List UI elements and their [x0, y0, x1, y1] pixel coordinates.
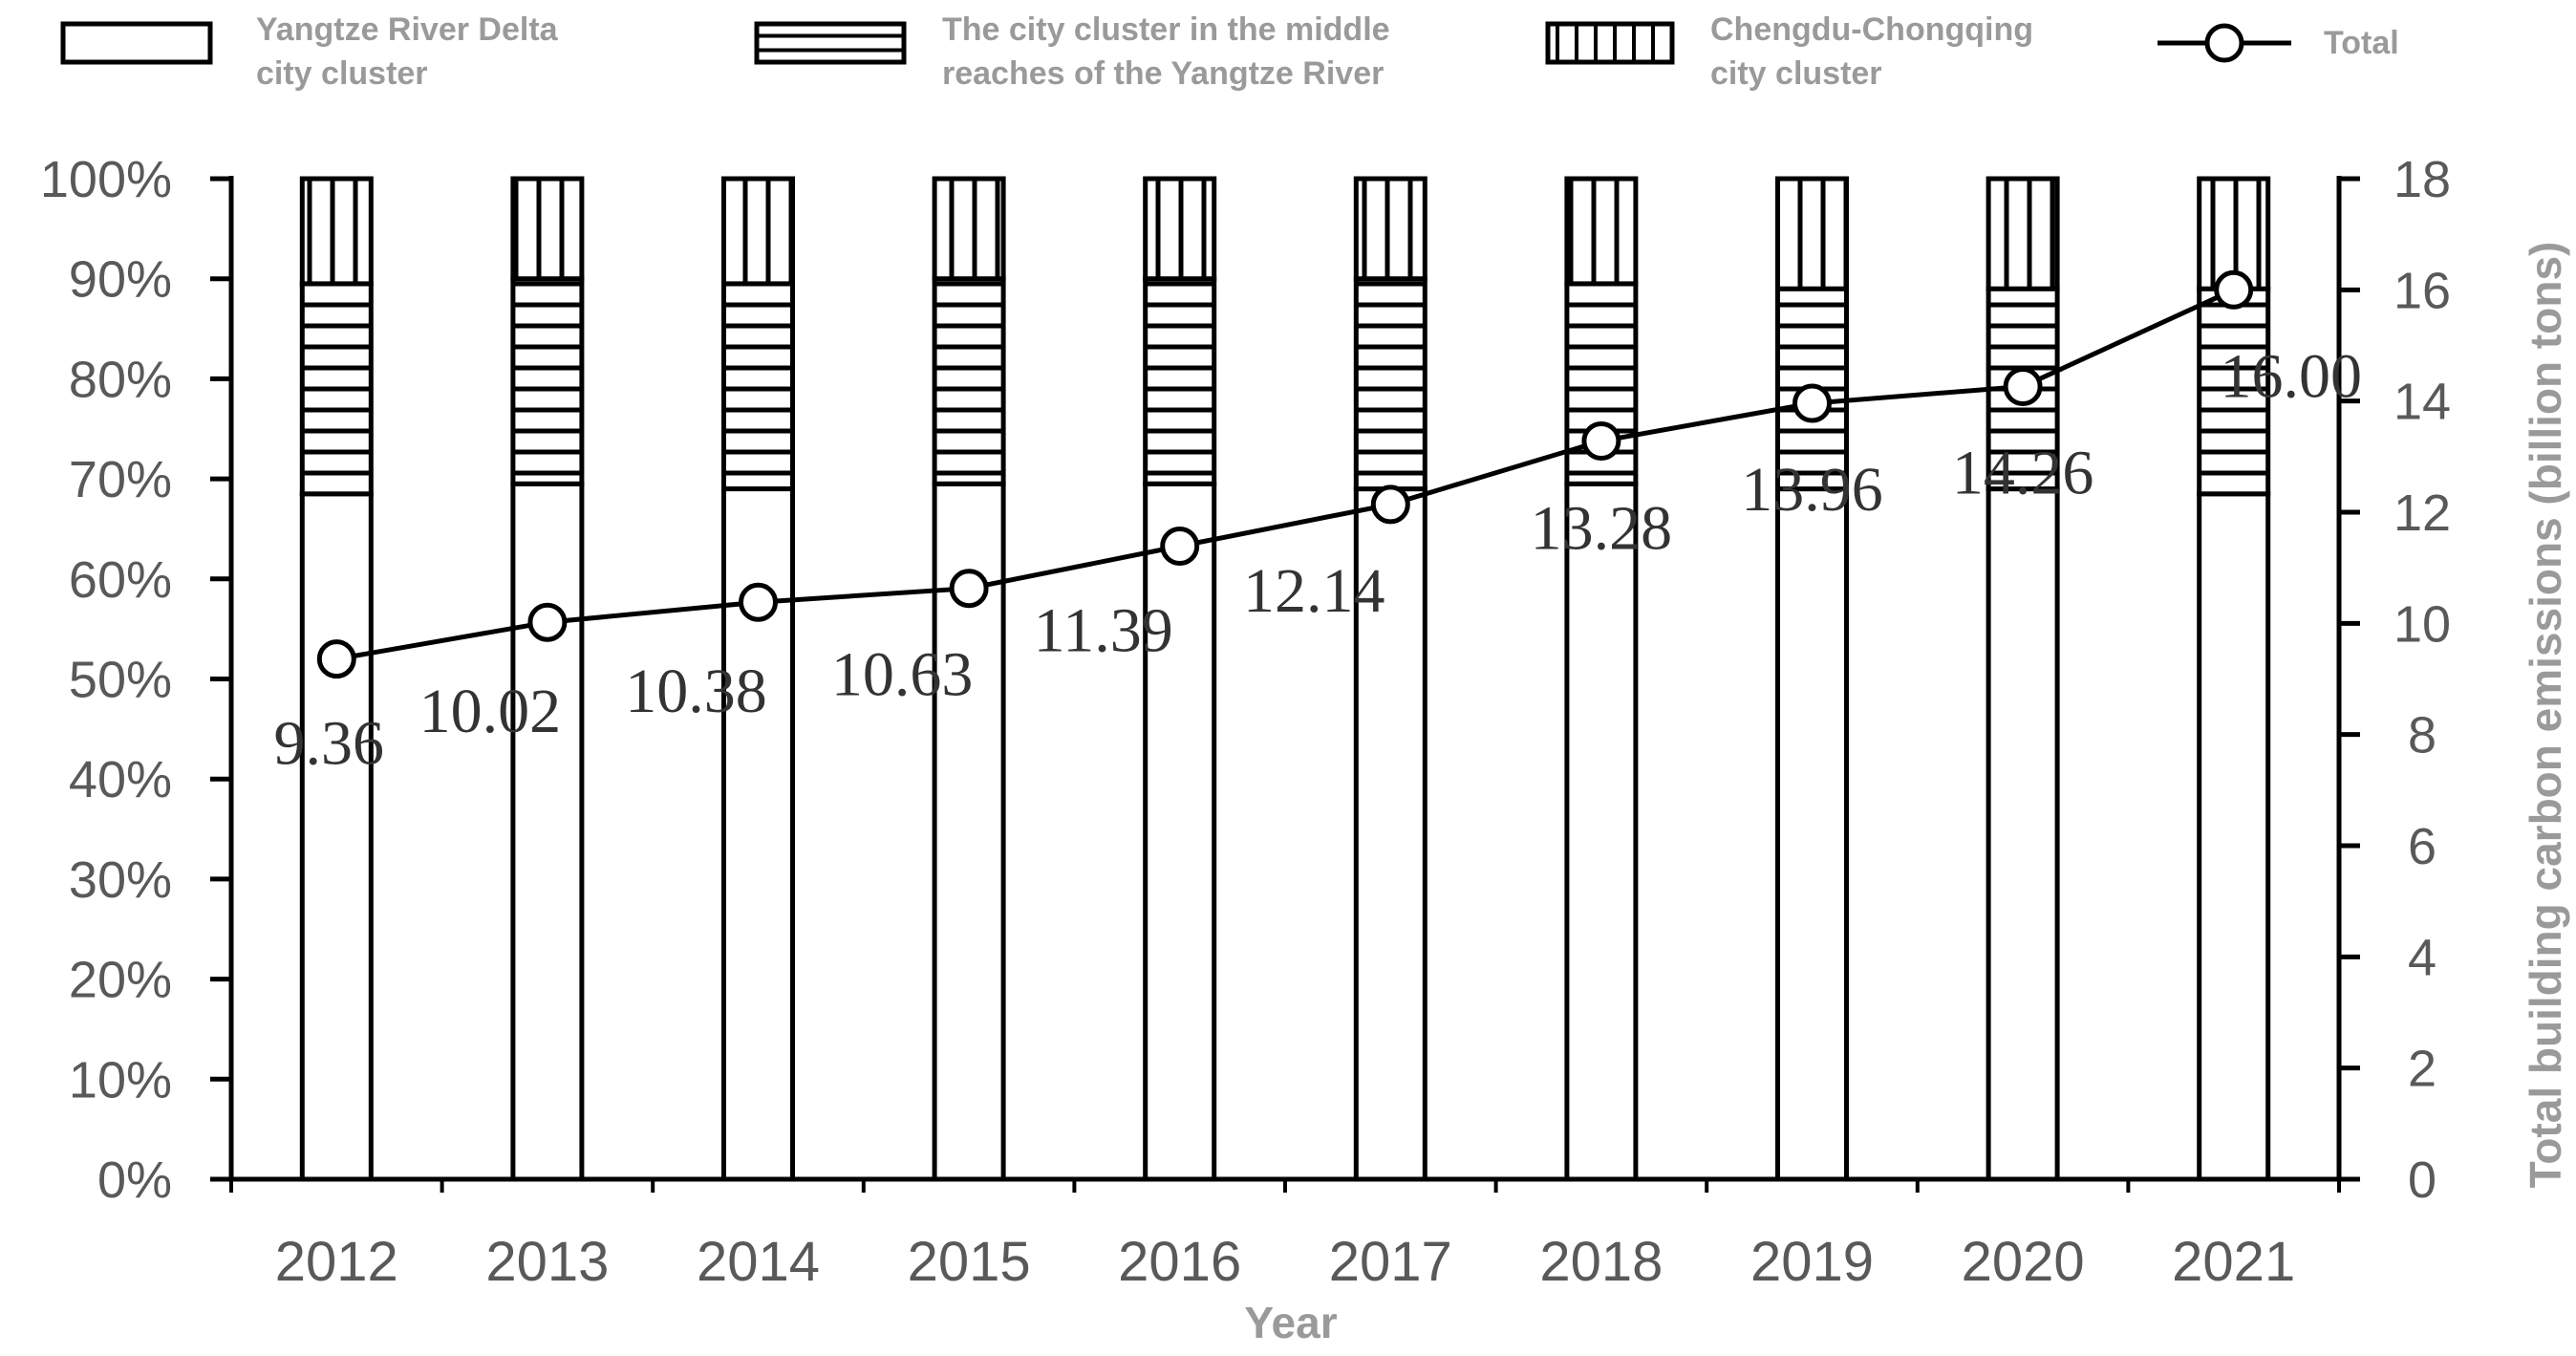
legend-swatch-horizontal-lines	[754, 21, 907, 65]
y2-tick-label: 16	[2394, 262, 2451, 319]
bar-segment-2014-s1	[721, 281, 795, 491]
x-tick-label: 2013	[485, 1231, 609, 1293]
total-marker-2012	[316, 639, 356, 679]
x-tick-label: 2020	[1962, 1231, 2085, 1293]
bar-segment-2016-s1	[1143, 276, 1217, 486]
y2-tick-label: 0	[2408, 1152, 2436, 1209]
x-tick-label: 2012	[275, 1231, 398, 1293]
total-marker-2021	[2214, 269, 2254, 310]
total-marker-2018	[1581, 421, 1621, 461]
bar-segment-2016-s2	[1143, 176, 1217, 282]
x-axis-title: Year	[1244, 1298, 1337, 1347]
bars-layer	[299, 176, 2271, 1182]
bar-segment-2020-s2	[1986, 176, 2060, 291]
bar-segment-2012-s1	[299, 281, 374, 497]
bar-segment-2012-s2	[299, 176, 374, 287]
bar-segment-2018-s0	[1564, 481, 1639, 1182]
legend-swatch-vertical-lines	[1545, 21, 1675, 65]
total-data-label-2015: 10.63	[831, 640, 974, 710]
bar-segment-2019-s0	[1775, 486, 1849, 1182]
legend-swatch-marker	[2204, 23, 2244, 63]
y2-tick-label: 10	[2394, 595, 2451, 653]
legend-item-total: Total	[2157, 23, 2399, 63]
legend-label: Total	[2324, 25, 2399, 61]
bar-segment-2021-s1	[2197, 286, 2271, 497]
y-tick-label: 50%	[69, 652, 172, 709]
bar-segment-2019-s2	[1775, 176, 1849, 291]
legend-swatch-plain	[60, 21, 213, 65]
total-line	[335, 288, 2235, 662]
bar-segment-2014-s2	[721, 176, 795, 287]
x-tick-label: 2019	[1750, 1231, 1874, 1293]
total-marker-2019	[1792, 383, 1832, 423]
y2-tick-label: 18	[2394, 151, 2451, 208]
bar-segment-2013-s1	[510, 276, 585, 486]
y2-tick-label: 2	[2408, 1041, 2436, 1098]
total-marker-2013	[527, 602, 568, 642]
x-tick-label: 2017	[1329, 1231, 1452, 1293]
legend-label-line-2: city cluster	[256, 55, 428, 92]
total-data-label-2012: 9.36	[274, 709, 385, 779]
legend-label-line-1: Yangtze River Delta	[256, 11, 559, 48]
bar-segment-2018-s2	[1564, 176, 1639, 287]
y-tick-label: 80%	[69, 351, 172, 408]
legend-label-line-2: city cluster	[1710, 55, 1882, 92]
bar-segment-2017-s2	[1353, 176, 1428, 282]
y-tick-label: 10%	[69, 1051, 172, 1108]
total-data-label-2017: 12.14	[1243, 556, 1385, 626]
bar-segment-2021-s0	[2197, 491, 2271, 1182]
y-tick-label: 60%	[69, 551, 172, 609]
y-tick-label: 100%	[40, 151, 172, 208]
legend-item-middle-reaches: The city cluster in the middle reaches o…	[754, 11, 1390, 92]
total-data-label-2013: 10.02	[419, 677, 562, 746]
bar-segment-2016-s0	[1143, 481, 1217, 1182]
total-marker-2015	[949, 569, 989, 609]
bar-segment-2013-s2	[510, 176, 585, 282]
line-layer	[316, 269, 2254, 679]
total-data-label-2020: 14.26	[1952, 439, 2094, 508]
total-data-label-2014: 10.38	[625, 656, 767, 726]
bar-segment-2020-s0	[1986, 486, 2060, 1182]
legend-item-chengdu-chongqing: Chengdu-Chongqing city cluster	[1545, 11, 2033, 92]
y-tick-label: 0%	[97, 1152, 172, 1209]
bar-segment-2012-s0	[299, 491, 374, 1182]
legend-label-line-1: The city cluster in the middle	[942, 11, 1390, 48]
y-tick-label: 20%	[69, 952, 172, 1009]
total-marker-2016	[1160, 527, 1200, 566]
total-data-label-2021: 16.00	[2220, 341, 2362, 411]
axes-layer: 0% 10% 20% 30% 40% 50% 60% 70% 80% 90% 100% 0 2 4 6 8 10…	[40, 151, 2451, 1293]
legend-item-yangtze-river-delta: Yangtze River Delta city cluster	[60, 11, 559, 92]
data-labels-layer: 9.36 10.02 10.38 10.63 11.39 12.14 13.28 13.96 1…	[274, 341, 2362, 778]
x-tick-label: 2016	[1118, 1231, 1241, 1293]
y2-tick-label: 8	[2408, 707, 2436, 764]
legend-label-line-1: Chengdu-Chongqing	[1710, 11, 2033, 48]
y-tick-label: 70%	[69, 451, 172, 508]
y-tick-label: 40%	[69, 751, 172, 808]
y2-tick-label: 6	[2408, 818, 2436, 875]
legend: Yangtze River Delta city cluster The cit…	[60, 11, 2399, 92]
bar-segment-2015-s2	[932, 176, 1006, 282]
legend-label-line-2: reaches of the Yangtze River	[942, 55, 1384, 92]
x-tick-label: 2021	[2172, 1231, 2295, 1293]
total-marker-2014	[739, 582, 778, 622]
bar-segment-2015-s1	[932, 276, 1006, 486]
bar-segment-2017-s1	[1353, 276, 1428, 492]
x-tick-label: 2015	[908, 1231, 1031, 1293]
y2-tick-label: 14	[2394, 374, 2451, 431]
x-tick-label: 2014	[697, 1231, 820, 1293]
y2-axis-title: Total building carbon emissions (billion…	[2521, 242, 2570, 1189]
y2-tick-label: 4	[2408, 929, 2436, 986]
total-data-label-2019: 13.96	[1741, 455, 1883, 525]
total-data-label-2016: 11.39	[1034, 596, 1173, 666]
total-data-label-2018: 13.28	[1531, 494, 1673, 564]
y-tick-label: 90%	[69, 251, 172, 309]
bar-segment-2013-s0	[510, 481, 585, 1182]
y-tick-label: 30%	[69, 851, 172, 909]
y2-tick-label: 12	[2394, 484, 2451, 542]
x-tick-label: 2018	[1539, 1231, 1663, 1293]
total-marker-2020	[2003, 367, 2043, 406]
total-marker-2017	[1370, 484, 1410, 525]
